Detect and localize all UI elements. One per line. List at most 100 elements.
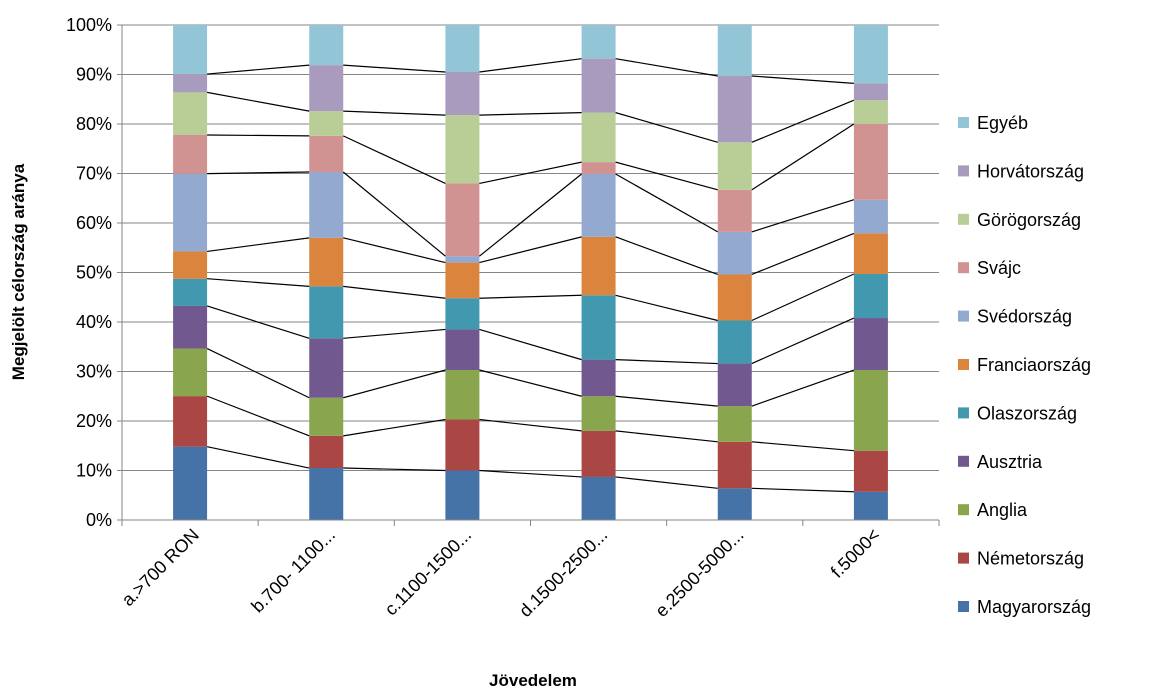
bar-segment [717, 274, 752, 321]
series-line [343, 285, 446, 299]
series-line [207, 64, 310, 75]
bar-segment [173, 135, 208, 174]
y-tick-label: 60% [76, 213, 112, 233]
bar-segment [173, 446, 208, 520]
series-line [751, 317, 855, 365]
series-line [207, 278, 310, 287]
series-line [343, 110, 446, 116]
legend-label: Egyéb [977, 113, 1028, 133]
bar-segment [717, 488, 752, 520]
x-tick-label: e.2500-5000... [651, 525, 747, 621]
y-tick-label: 30% [76, 362, 112, 382]
bar-segment [581, 162, 616, 174]
series-line [343, 64, 446, 73]
bar-segment [853, 370, 888, 451]
bar-segment [309, 468, 344, 520]
series-line [751, 487, 854, 493]
bar-segment [853, 83, 888, 101]
series-line [206, 91, 310, 112]
series-line [479, 161, 582, 184]
bar-segment [581, 25, 616, 59]
series-line [342, 171, 446, 257]
x-tick-label: a.>700 RON [118, 525, 203, 610]
y-axis-title: Megjelölt célország aránya [9, 163, 28, 380]
legend-swatch [958, 407, 969, 419]
legend-swatch [958, 359, 969, 370]
bar-segment [445, 183, 480, 257]
legend-label: Németország [977, 549, 1084, 569]
series-line [751, 273, 855, 322]
x-axis-title: Jövedelem [489, 671, 577, 690]
series-line [206, 305, 310, 339]
bar-segment [173, 25, 208, 75]
legend: Egyéb Horvátország Görögország Svájc Svédors… [958, 113, 1091, 617]
series-line [207, 134, 310, 137]
bar-segment [581, 359, 616, 397]
series-line [479, 112, 582, 116]
bar-segment [173, 396, 208, 447]
bar-segment [717, 231, 752, 275]
series-line [479, 369, 582, 397]
series-line [615, 476, 718, 489]
legend-swatch [958, 262, 969, 274]
bar-segment [853, 25, 888, 84]
bar-segment [445, 256, 480, 263]
x-tick-label: d.1500-2500... [515, 525, 611, 621]
bar-segment [309, 111, 344, 136]
bar-segment [173, 348, 208, 397]
legend-swatch [958, 552, 969, 564]
legend-swatch [958, 165, 969, 177]
bar-segment [445, 25, 480, 73]
series-line [207, 171, 310, 175]
bar-segment [581, 295, 616, 360]
legend-label: Magyarország [977, 597, 1091, 617]
bar-segment [445, 72, 480, 116]
legend-swatch [958, 117, 969, 128]
bar-segment [717, 363, 752, 407]
y-tick-label: 0% [86, 510, 112, 530]
bar-segment [173, 173, 208, 252]
y-tick-label: 10% [76, 461, 112, 481]
bar-segment [173, 305, 208, 349]
legend-label: Franciaország [977, 355, 1091, 375]
series-line [751, 75, 854, 85]
series-line [343, 418, 446, 437]
series-line [479, 469, 582, 478]
bar-segment [853, 491, 888, 520]
legend-label: Svédország [977, 307, 1072, 327]
series-line [479, 58, 582, 73]
legend-label: Svájc [977, 258, 1021, 278]
bar-segment [717, 320, 752, 364]
series-line [751, 199, 855, 233]
series-line [207, 237, 310, 253]
series-line [751, 99, 855, 143]
series-line [615, 430, 718, 443]
bar-segment [173, 251, 208, 279]
bar-segment [173, 74, 208, 93]
bar-segment [853, 100, 888, 124]
bar-segment [445, 470, 480, 520]
series-line [479, 173, 582, 257]
bar-segment [309, 172, 344, 238]
bar-segment [581, 430, 616, 477]
legend-label: Olaszország [977, 403, 1077, 423]
series-line [479, 328, 582, 361]
axes [121, 25, 940, 526]
bar-segment [309, 286, 344, 339]
y-tick-label: 70% [76, 164, 112, 184]
legend-label: Anglia [977, 500, 1028, 520]
bar-segment [309, 435, 344, 469]
legend-label: Horvátország [977, 161, 1084, 181]
bar-segment [581, 236, 616, 296]
series-line [206, 395, 310, 437]
bar-segment [581, 396, 616, 431]
y-tick-label: 40% [76, 312, 112, 332]
series-line [751, 232, 855, 276]
bar-segment [309, 237, 344, 287]
series-line [342, 135, 446, 184]
bar-segment [717, 189, 752, 232]
series-line [343, 467, 446, 472]
series-line [615, 395, 718, 407]
bar-segment [309, 338, 344, 398]
